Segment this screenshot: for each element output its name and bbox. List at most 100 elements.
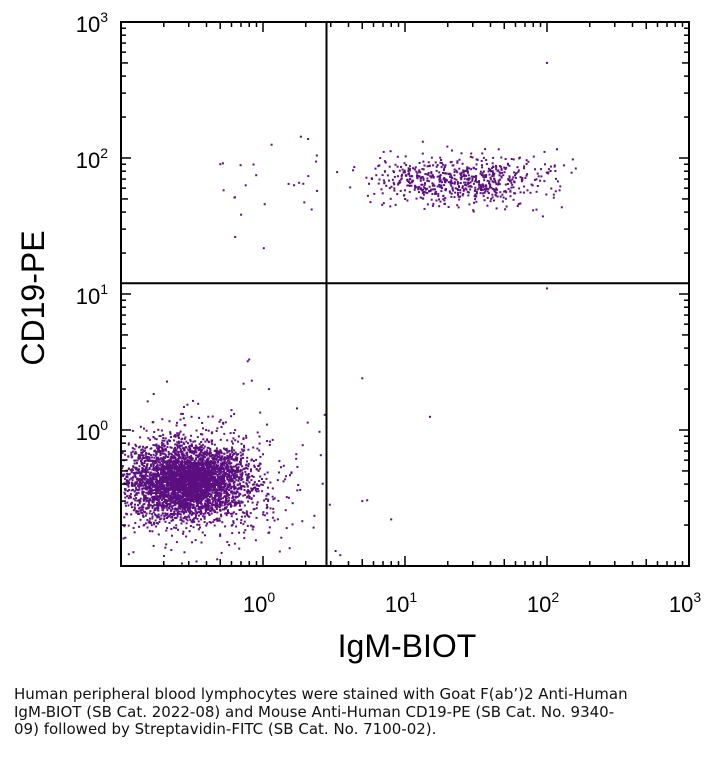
data-point	[146, 471, 149, 474]
data-point	[221, 470, 224, 473]
data-point	[176, 421, 178, 424]
data-point	[215, 450, 218, 453]
data-point	[184, 446, 187, 449]
data-point	[258, 464, 261, 467]
data-point	[427, 172, 430, 174]
data-point	[142, 457, 145, 460]
data-point	[240, 508, 243, 511]
data-point	[139, 497, 142, 500]
data-point	[135, 511, 138, 514]
data-point	[208, 495, 211, 498]
data-point	[475, 191, 478, 193]
data-point	[230, 515, 233, 518]
data-point	[173, 451, 176, 454]
data-point	[457, 195, 460, 198]
data-point	[161, 448, 164, 451]
data-point	[148, 484, 151, 487]
data-point	[471, 179, 474, 182]
data-point	[285, 496, 288, 499]
data-point	[197, 514, 200, 517]
data-point	[435, 199, 438, 202]
data-point	[177, 498, 180, 501]
data-point	[205, 510, 207, 513]
data-point	[334, 550, 337, 552]
data-point	[519, 191, 522, 194]
data-point	[381, 203, 384, 206]
data-point	[368, 182, 370, 185]
data-point	[413, 188, 416, 191]
data-point	[171, 501, 174, 504]
data-point	[258, 435, 261, 438]
data-point	[186, 469, 189, 472]
data-point	[219, 487, 222, 490]
data-point	[198, 498, 201, 501]
data-point	[143, 468, 146, 471]
data-point	[475, 192, 478, 195]
data-point	[535, 208, 538, 211]
data-point	[523, 165, 526, 168]
data-point	[453, 196, 456, 199]
data-point	[240, 500, 243, 503]
data-point	[130, 477, 133, 480]
data-point	[433, 184, 436, 187]
data-point	[238, 492, 241, 495]
data-point	[199, 457, 202, 460]
data-point	[156, 507, 159, 510]
data-point	[203, 482, 206, 485]
data-point	[205, 509, 208, 512]
data-point	[180, 412, 183, 415]
data-point	[418, 185, 421, 188]
data-point	[168, 420, 171, 423]
data-point	[213, 498, 216, 501]
data-point	[168, 473, 171, 476]
data-point	[215, 490, 218, 493]
data-point	[228, 502, 231, 505]
data-point	[231, 500, 233, 503]
data-point	[241, 465, 244, 468]
data-point	[211, 491, 214, 494]
data-point	[168, 465, 171, 468]
data-point	[156, 495, 159, 498]
data-point	[352, 169, 355, 172]
data-point	[478, 180, 480, 183]
data-point	[231, 455, 233, 458]
data-point	[167, 487, 170, 490]
data-point	[138, 465, 141, 468]
data-point	[243, 449, 246, 452]
data-point	[175, 462, 178, 465]
data-point	[170, 464, 173, 467]
data-point	[245, 479, 248, 482]
data-point	[181, 464, 184, 467]
data-point	[214, 500, 217, 503]
data-point	[171, 515, 174, 518]
data-point	[211, 497, 214, 499]
data-point	[149, 454, 152, 456]
data-point	[245, 510, 248, 513]
data-point	[201, 505, 204, 508]
data-point	[123, 525, 126, 528]
data-point	[250, 487, 253, 490]
data-point	[229, 512, 232, 515]
data-point	[178, 506, 181, 509]
data-point	[137, 468, 140, 471]
data-point	[235, 466, 238, 469]
data-point	[144, 487, 147, 490]
data-point	[182, 481, 185, 484]
data-point	[167, 460, 170, 463]
data-point	[184, 486, 187, 489]
data-point	[252, 446, 255, 449]
data-point	[429, 190, 432, 193]
data-point	[190, 494, 192, 497]
data-point	[186, 488, 189, 491]
data-point	[170, 467, 172, 470]
data-point	[192, 468, 195, 471]
data-point	[216, 483, 219, 486]
data-point	[475, 158, 478, 161]
data-point	[221, 479, 224, 482]
data-point	[173, 468, 176, 471]
data-point	[299, 489, 302, 491]
data-point	[194, 440, 197, 443]
data-point	[126, 490, 129, 493]
data-point	[228, 544, 231, 547]
data-point	[206, 482, 209, 485]
